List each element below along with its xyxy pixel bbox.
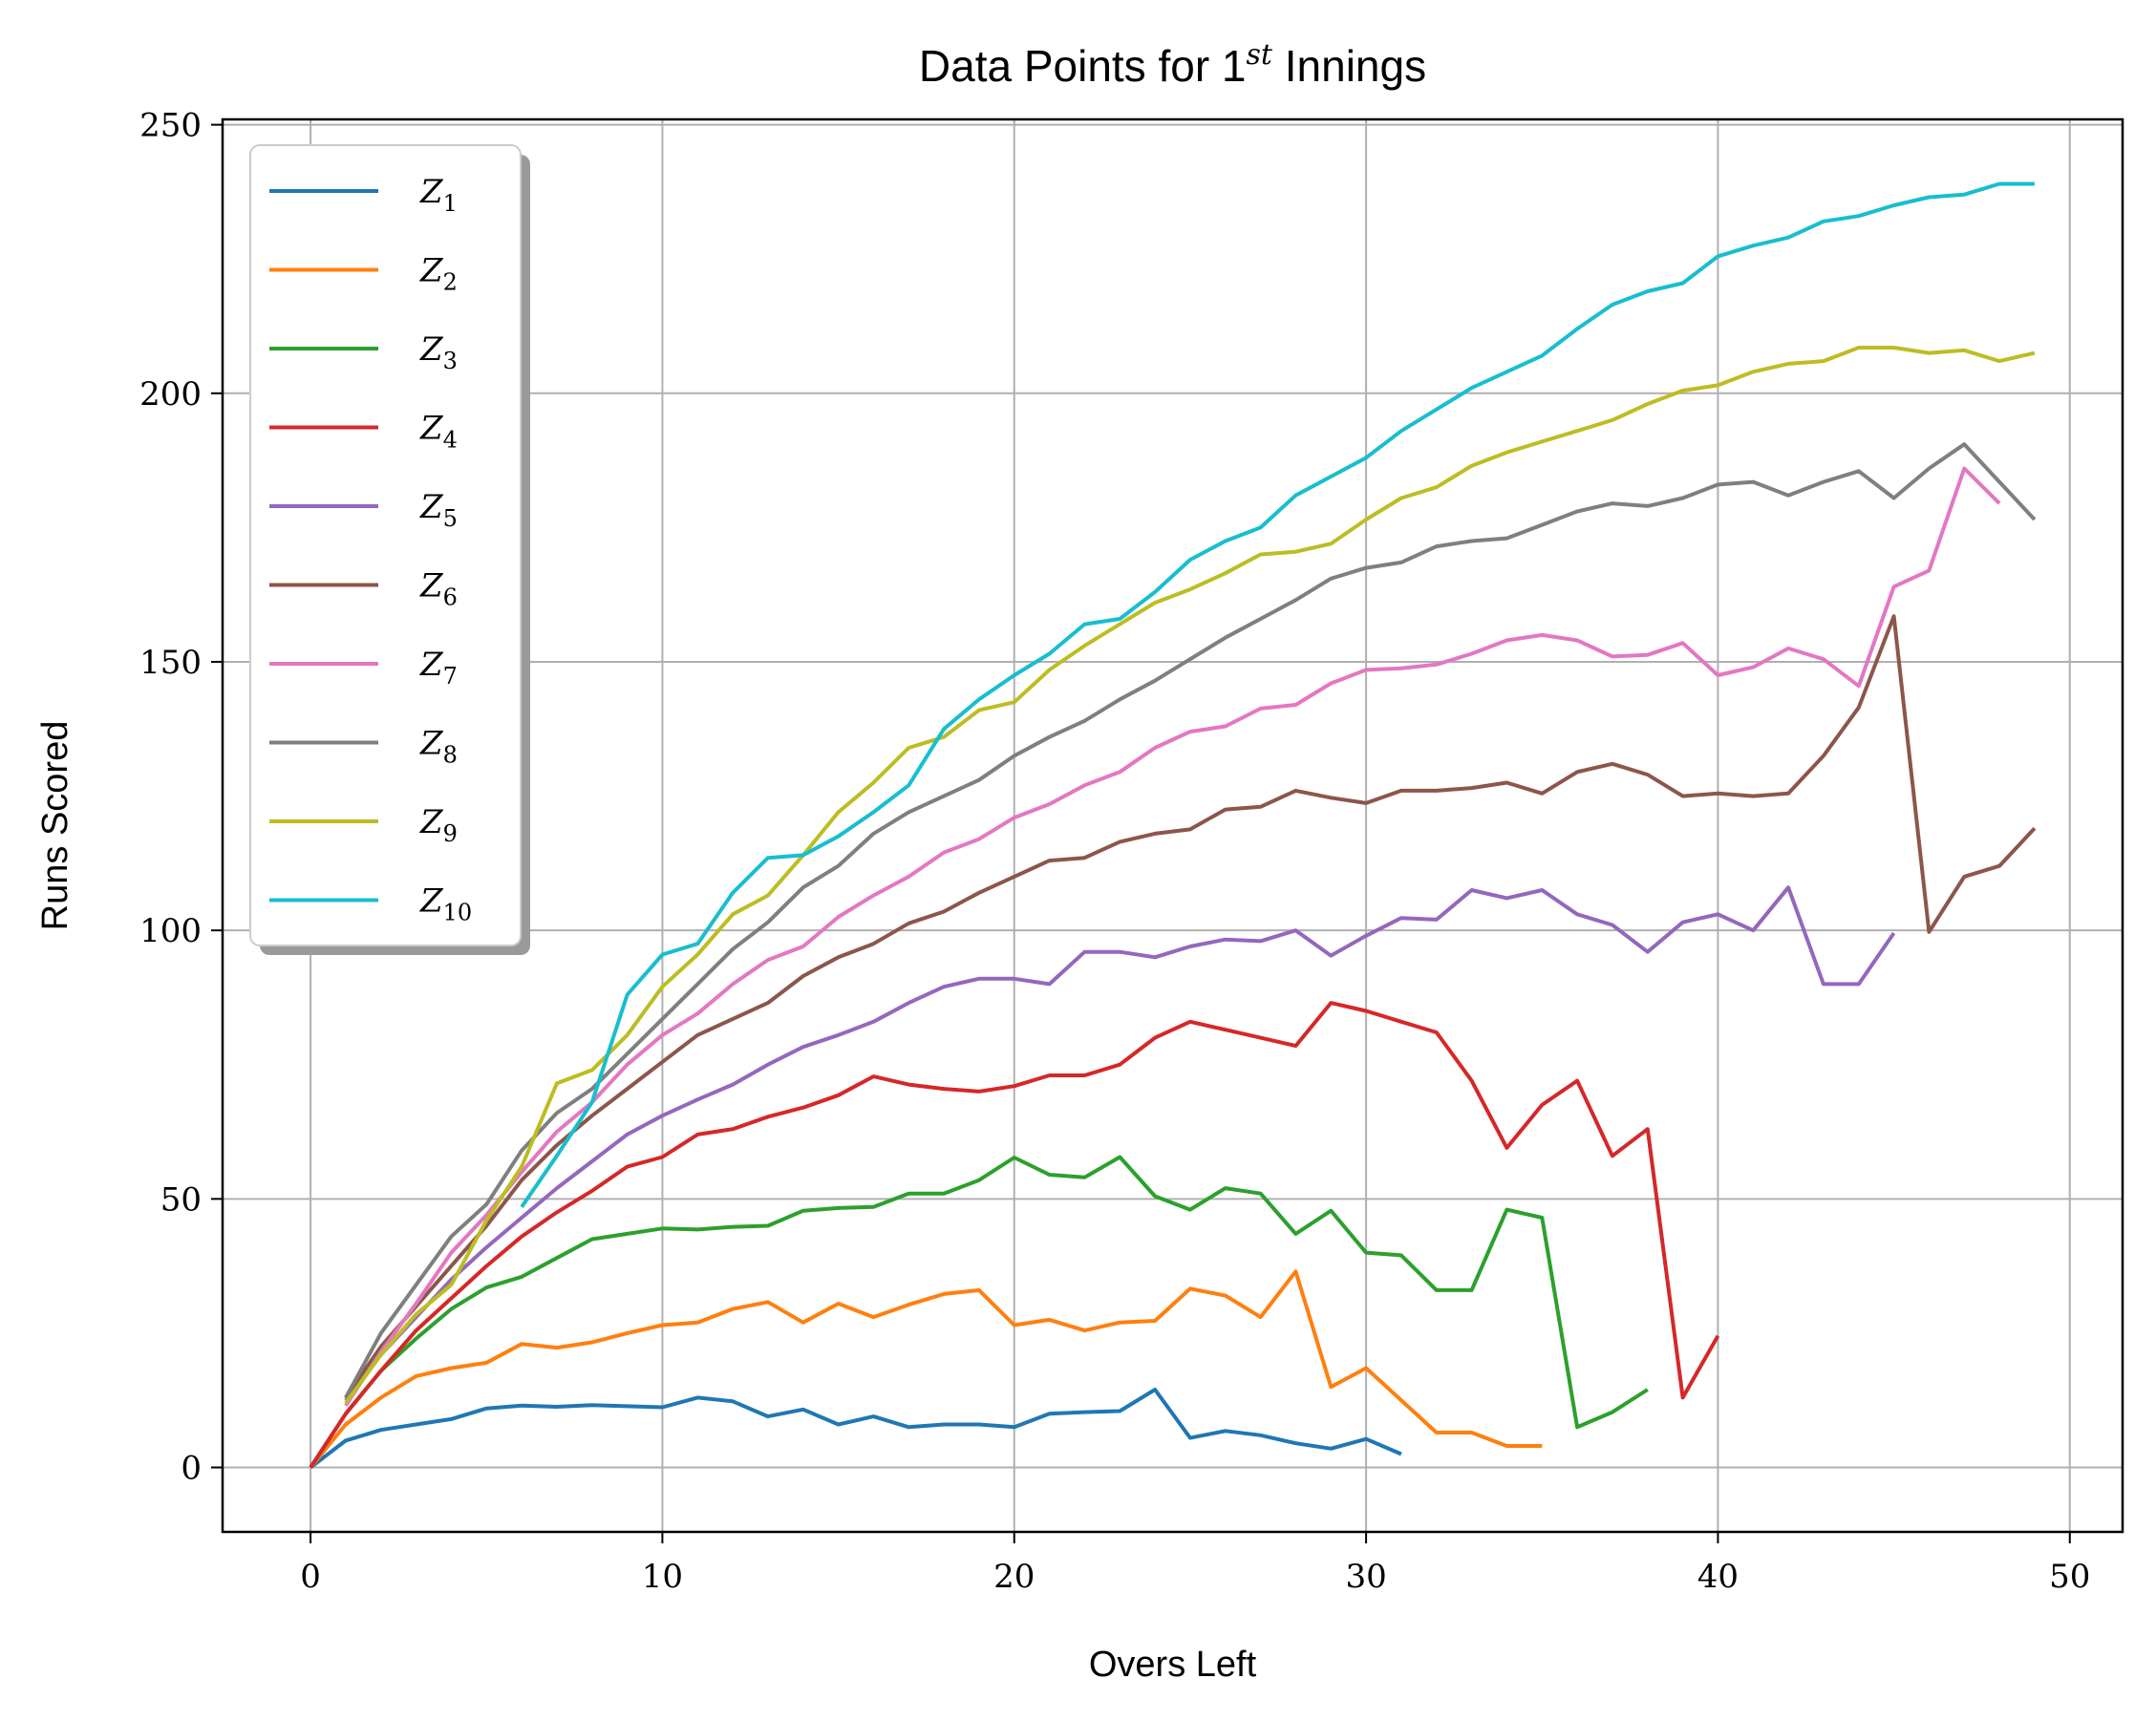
legend-label-main: Z (419, 330, 444, 369)
y-tick-label: 100 (139, 912, 202, 950)
legend-label-main: Z (419, 882, 444, 921)
legend-box (249, 144, 522, 946)
plot-frame (221, 117, 2124, 1534)
series-line-z8 (344, 442, 2037, 1399)
legend-label: Z1 (419, 173, 458, 217)
legend-label-main: Z (419, 803, 444, 841)
series-line-z3 (309, 1155, 1649, 1469)
x-axis-label: Overs Left (1089, 1645, 1257, 1685)
legend-label: Z2 (419, 252, 458, 296)
series-lines (309, 181, 2037, 1470)
legend-label-main: Z (419, 410, 444, 448)
legend-label-subscript: 3 (443, 348, 458, 374)
legend-label: Z3 (419, 330, 458, 374)
legend-label-subscript: 9 (443, 820, 458, 847)
legend-label: Z5 (419, 488, 458, 532)
series-line-z2 (309, 1269, 1543, 1469)
legend-label: Z8 (419, 725, 458, 769)
legend-label-main: Z (419, 252, 444, 290)
legend-label-subscript: 8 (443, 742, 458, 769)
legend-label-main: Z (419, 173, 444, 211)
legend-label-subscript: 7 (443, 663, 458, 690)
x-tick-label: 20 (993, 1558, 1035, 1596)
chart-title-prefix: Data Points for 1 (919, 41, 1247, 91)
legend-label-subscript: 5 (443, 505, 458, 532)
x-tick-label: 0 (300, 1558, 321, 1596)
chart-title-superscript: st (1247, 38, 1273, 72)
y-axis-label: Runs Scored (35, 721, 75, 931)
legend-label: Z10 (419, 882, 472, 926)
y-tick-label: 250 (139, 107, 202, 145)
legend-label: Z9 (419, 803, 458, 847)
legend-label-main: Z (419, 725, 444, 763)
chart-title-suffix: Innings (1272, 41, 1426, 91)
legend-label-subscript: 10 (443, 900, 473, 926)
legend-label-subscript: 1 (443, 190, 458, 217)
legend-label: Z7 (419, 646, 458, 690)
series-line-z4 (309, 1001, 1720, 1469)
x-tick-label: 50 (2049, 1558, 2090, 1596)
legend-label-subscript: 4 (443, 427, 458, 454)
series-line-z10 (520, 181, 2035, 1208)
axis-ticks: 0 10 20 30 40 50 0 50 100 150 200 250 (139, 107, 2090, 1596)
x-tick-label: 40 (1697, 1558, 1739, 1596)
series-line-z5 (344, 885, 1896, 1402)
series-line-z7 (344, 466, 2001, 1407)
legend-label-main: Z (419, 567, 444, 606)
series-line-z6 (344, 614, 2037, 1399)
legend-label-subscript: 6 (443, 584, 458, 611)
x-tick-label: 10 (642, 1558, 683, 1596)
legend-label: Z4 (419, 410, 458, 454)
legend-label-subscript: 2 (443, 269, 458, 296)
y-tick-label: 50 (160, 1180, 202, 1219)
chart-title: Data Points for 1st Innings (919, 38, 1426, 91)
y-tick-label: 200 (139, 375, 202, 414)
y-tick-label: 0 (181, 1450, 202, 1488)
grid-lines (223, 119, 2123, 1532)
x-tick-label: 30 (1345, 1558, 1386, 1596)
legend-label: Z6 (419, 567, 458, 611)
legend-label-main: Z (419, 488, 444, 526)
series-line-z1 (309, 1388, 1402, 1470)
series-line-z9 (344, 346, 2036, 1405)
legend-label-main: Z (419, 646, 444, 684)
y-tick-label: 150 (139, 644, 202, 682)
